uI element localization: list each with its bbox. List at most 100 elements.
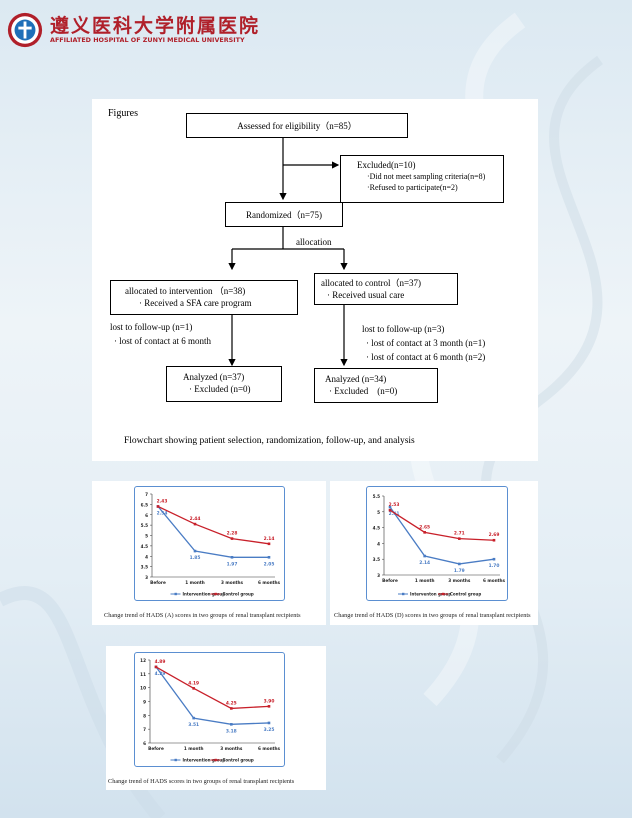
x-tick-label: 6 months xyxy=(258,580,281,585)
data-point xyxy=(230,555,234,559)
hospital-name-cn: 遵义医科大学附属医院 xyxy=(50,14,261,37)
assessed-text: Assessed for eligibility（n=85） xyxy=(237,121,357,131)
y-tick-label: 8 xyxy=(143,713,146,718)
data-label: 1.97 xyxy=(227,561,238,567)
legend-label: Control group xyxy=(223,592,254,597)
data-point xyxy=(388,508,392,512)
data-label: 3.25 xyxy=(264,727,275,733)
data-point xyxy=(193,549,197,553)
chart-caption-hads-a: Change trend of HADS (A) scores in two g… xyxy=(104,612,301,619)
data-point xyxy=(492,538,496,542)
series-line-control xyxy=(157,505,270,545)
y-tick-label: 3.5 xyxy=(141,565,149,570)
data-point xyxy=(267,555,271,559)
legend-label: Control group xyxy=(223,758,254,763)
data-label: 2.54 xyxy=(157,510,168,516)
data-point xyxy=(492,557,496,561)
data-label: 2.69 xyxy=(489,532,500,538)
legend-label: Control group xyxy=(450,592,481,597)
data-label: 1.70 xyxy=(489,563,500,569)
analyzed-left-box: Analyzed (n=37) · Excluded (n=0) xyxy=(166,366,282,402)
x-tick-label: Before xyxy=(150,580,166,585)
data-label: 2.43 xyxy=(157,498,168,504)
data-label: 1.85 xyxy=(190,555,201,561)
chart-caption-hads-d: Change trend of HADS (D) scores in two g… xyxy=(334,612,531,619)
x-tick-label: 1 month xyxy=(185,580,205,585)
intervention-box: allocated to intervention （n=38) · Recei… xyxy=(110,280,298,315)
data-label: 2.53 xyxy=(389,502,400,508)
y-tick-label: 5.5 xyxy=(373,494,381,499)
chart-caption-hads: Change trend of HADS scores in two group… xyxy=(108,778,295,785)
analyzed-right-detail: · Excluded (n=0) xyxy=(329,386,398,396)
chart-panel-hads: 6 7 8 9 10 11 12 Before 1 month 3 months 6 months 4… xyxy=(106,646,326,790)
data-label: 3.18 xyxy=(226,728,237,734)
excluded-reason-2: ·Refused to participate(n=2) xyxy=(367,183,458,192)
legend-marker xyxy=(214,592,217,596)
excluded-title: Excluded(n=10) xyxy=(357,160,416,170)
lost-left-detail: · lost of contact at 6 month xyxy=(114,336,211,346)
randomized-box: Randomized（n=75) xyxy=(225,202,343,227)
intervention-detail: · Received a SFA care program xyxy=(139,298,252,308)
data-label: 2.14 xyxy=(419,560,430,566)
data-point xyxy=(267,542,271,546)
legend-marker xyxy=(442,592,445,596)
data-point xyxy=(230,707,233,710)
lost-right-title: lost to follow-up (n=3) xyxy=(362,324,445,334)
data-label: 2.05 xyxy=(264,561,275,567)
data-label: 3.90 xyxy=(264,698,275,704)
x-tick-label: Before xyxy=(382,578,398,583)
y-tick-label: 6 xyxy=(145,513,148,518)
data-point xyxy=(193,522,197,526)
control-detail: · Received usual care xyxy=(327,290,405,300)
data-label: 4.19 xyxy=(188,680,199,686)
chart-frame-hads xyxy=(134,652,285,767)
y-tick-label: 7 xyxy=(145,492,148,497)
control-title: allocated to control（n=37) xyxy=(321,278,422,288)
y-tick-label: 3 xyxy=(377,573,380,578)
legend-marker xyxy=(214,758,217,762)
data-label: 4.29 xyxy=(155,671,166,677)
series-line-intervention xyxy=(389,506,495,565)
figures-label: Figures xyxy=(108,108,138,119)
y-tick-label: 4 xyxy=(377,541,380,546)
data-point xyxy=(267,721,271,725)
line-chart-hads: 6 7 8 9 10 11 12 Before 1 month 3 months 6 months 4… xyxy=(140,658,280,763)
data-label: 4.89 xyxy=(155,659,166,665)
data-point xyxy=(458,562,461,566)
y-tick-label: 10 xyxy=(140,686,146,691)
data-label: 3.51 xyxy=(188,722,199,728)
intervention-title: allocated to intervention （n=38) xyxy=(125,286,246,296)
data-point xyxy=(230,723,233,726)
legend-marker xyxy=(402,592,405,596)
legend-marker xyxy=(174,758,177,762)
hospital-header: 遵义医科大学附属医院 AFFILIATED HOSPITAL OF ZUNYI … xyxy=(6,10,260,50)
data-label: 1.79 xyxy=(454,568,465,574)
chart-frame-hads-a xyxy=(134,486,285,601)
data-label: 4.25 xyxy=(226,700,237,706)
x-tick-label: 3 months xyxy=(220,746,243,751)
y-tick-label: 9 xyxy=(143,700,146,705)
legend-label: Interventon group xyxy=(410,592,451,597)
lost-left-title: lost to follow-up (n=1) xyxy=(110,322,193,332)
x-tick-label: 1 month xyxy=(184,746,204,751)
y-tick-label: 4.5 xyxy=(141,544,149,549)
line-chart-hads-d: 3 3.5 4 4.5 5 5.5 Before 1 month 3 months 6 month… xyxy=(373,494,506,597)
hospital-name-en: AFFILIATED HOSPITAL OF ZUNYI MEDICAL UNI… xyxy=(50,35,245,44)
y-tick-label: 5 xyxy=(377,510,380,515)
analyzed-left-title: Analyzed (n=37) xyxy=(183,372,245,382)
analyzed-right-box: Analyzed (n=34) · Excluded (n=0) xyxy=(314,368,438,403)
x-tick-label: 3 months xyxy=(221,580,244,585)
y-tick-label: 5.5 xyxy=(141,523,149,528)
excluded-reason-1: ·Did not meet sampling criteria(n=8) xyxy=(367,172,486,181)
data-label: 2.71 xyxy=(454,531,465,537)
y-tick-label: 3 xyxy=(145,575,148,580)
data-label: 2.28 xyxy=(227,531,238,537)
lost-right-detail-1: · lost of contact at 3 month (n=1) xyxy=(366,338,486,348)
chart-panel-hads-a: 3 3.5 4 4.5 5 5.5 6 6.5 7 Before 1 month 3 months 6 … xyxy=(92,481,326,625)
y-tick-label: 11 xyxy=(140,672,146,677)
y-tick-label: 5 xyxy=(145,534,148,539)
chart-panel-hads-d: 3 3.5 4 4.5 5 5.5 Before 1 month 3 months 6 month… xyxy=(330,481,538,625)
flowchart-connectors xyxy=(228,138,348,367)
line-chart-hads-a: 3 3.5 4 4.5 5 5.5 6 6.5 7 Before 1 month 3 months 6 … xyxy=(141,492,281,597)
data-point xyxy=(423,554,426,558)
